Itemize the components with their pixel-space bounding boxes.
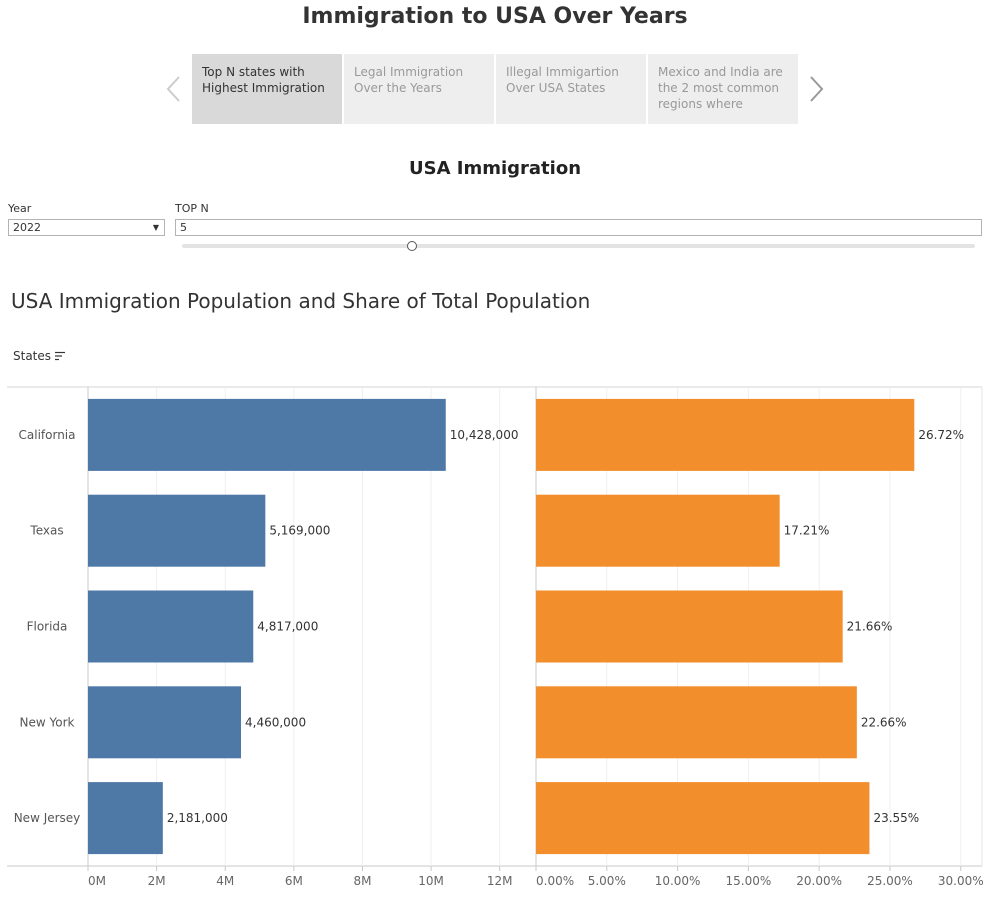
story-point-3[interactable]: Illegal Immigartion Over USA States: [496, 54, 646, 124]
chevron-left-icon[interactable]: [164, 74, 184, 104]
state-category-label: New Jersey: [14, 811, 81, 825]
dashboard-subtitle: USA Immigration: [408, 158, 582, 179]
share-value-label: 23.55%: [873, 811, 919, 825]
share-tick-label: 25.00%: [867, 874, 913, 888]
topn-input-value: 5: [180, 221, 187, 234]
topn-filter-label: TOP N: [175, 202, 209, 215]
topn-slider-thumb[interactable]: [406, 241, 417, 251]
share-bar: [536, 398, 915, 471]
dashboard-main-title: Immigration to USA Over Years: [302, 4, 688, 29]
share-tick-label: 5.00%: [588, 874, 626, 888]
state-category-label: New York: [20, 715, 75, 729]
year-dropdown[interactable]: 2022 ▼: [8, 219, 165, 236]
population-tick-label: 6M: [285, 874, 303, 888]
population-bar: [88, 590, 254, 663]
share-tick-label: 30.00%: [938, 874, 984, 888]
share-bar: [536, 494, 780, 567]
topn-slider-track[interactable]: [182, 244, 975, 248]
year-filter-label: Year: [8, 202, 32, 215]
chart-title: USA Immigration Population and Share of …: [11, 289, 591, 313]
population-tick-label: 10M: [418, 874, 444, 888]
population-value-label: 2,181,000: [167, 811, 228, 825]
population-bar: [88, 686, 242, 759]
population-bar: [88, 398, 446, 471]
story-point-4[interactable]: Mexico and India are the 2 most common r…: [648, 54, 798, 124]
share-tick-label: 10.00%: [655, 874, 701, 888]
share-tick-label: 15.00%: [725, 874, 771, 888]
state-category-label: Texas: [29, 524, 63, 538]
population-value-label: 4,817,000: [257, 620, 318, 634]
share-value-label: 17.21%: [784, 524, 830, 538]
topn-input[interactable]: 5: [175, 219, 982, 236]
share-tick-label: 0.00%: [536, 874, 574, 888]
share-tick-label: 20.00%: [796, 874, 842, 888]
story-point-1[interactable]: Top N states with Highest Immigration: [192, 54, 342, 124]
population-tick-label: 8M: [353, 874, 371, 888]
share-bar: [536, 686, 857, 759]
share-value-label: 26.72%: [918, 428, 964, 442]
dropdown-arrow-icon: ▼: [152, 223, 159, 232]
share-value-label: 22.66%: [861, 715, 907, 729]
chevron-right-icon[interactable]: [806, 74, 826, 104]
population-tick-label: 12M: [487, 874, 513, 888]
population-bar: [88, 782, 163, 855]
states-column-header: States: [13, 349, 52, 363]
population-tick-label: 4M: [216, 874, 234, 888]
state-category-label: Florida: [27, 620, 68, 634]
population-tick-label: 0M: [88, 874, 106, 888]
share-bar: [536, 590, 843, 663]
population-value-label: 4,460,000: [245, 715, 306, 729]
sort-icon[interactable]: [54, 351, 66, 361]
share-value-label: 21.66%: [847, 620, 893, 634]
state-category-label: California: [19, 428, 76, 442]
share-bar: [536, 782, 870, 855]
year-dropdown-value: 2022: [13, 221, 41, 234]
population-bar: [88, 494, 266, 567]
population-value-label: 10,428,000: [450, 428, 519, 442]
immigration-bar-charts: 10,428,000 5,169,000 4,817,000 4,460,000 2,1…: [7, 386, 984, 888]
population-value-label: 5,169,000: [269, 524, 330, 538]
population-tick-label: 2M: [148, 874, 166, 888]
story-point-2[interactable]: Legal Immigration Over the Years: [344, 54, 494, 124]
